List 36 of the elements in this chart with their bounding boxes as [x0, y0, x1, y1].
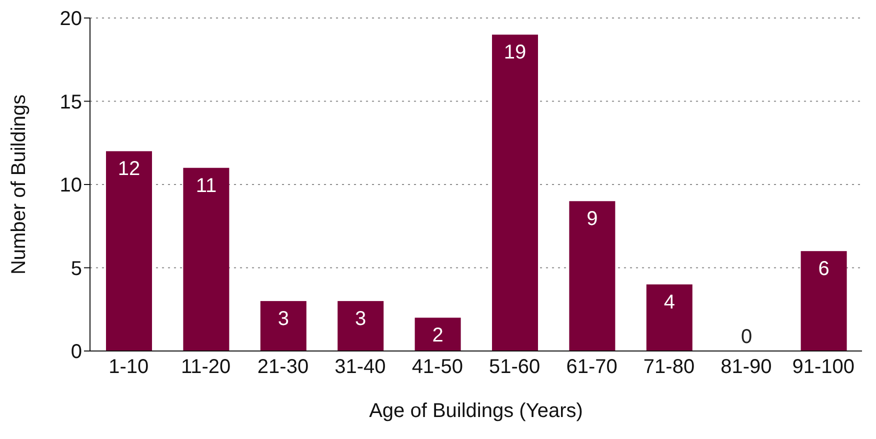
data-label: 12 [118, 158, 140, 180]
bar [338, 301, 384, 351]
bar [800, 251, 847, 351]
x-tick-label: 41-50 [412, 356, 463, 378]
bar [183, 168, 230, 351]
bar [414, 318, 461, 351]
data-label: 3 [355, 308, 366, 330]
data-label: 9 [586, 208, 598, 230]
x-tick-label: 21-30 [257, 356, 309, 378]
y-tick-label: 10 [60, 174, 82, 197]
data-label: 2 [432, 324, 444, 347]
data-label: 4 [664, 291, 675, 314]
data-label: 6 [818, 258, 830, 280]
x-tick-label: 81-90 [720, 356, 772, 378]
bar [492, 34, 538, 351]
data-label: 3 [278, 308, 289, 330]
bar [569, 201, 616, 351]
x-tick-label: 31-40 [334, 356, 386, 378]
y-tick-label: 5 [70, 258, 82, 280]
y-tick-label: 20 [60, 8, 82, 30]
data-label: 19 [504, 42, 526, 64]
x-tick-label: 51-60 [489, 356, 540, 378]
x-tick-label: 1-10 [108, 356, 149, 378]
data-label: 11 [196, 174, 217, 197]
x-tick-label: 71-80 [643, 356, 695, 378]
x-tick-label: 61-70 [566, 356, 618, 378]
y-tick-label: 0 [70, 341, 82, 364]
bar [646, 284, 692, 351]
x-axis-title: Age of Buildings (Years) [369, 400, 583, 422]
bar [260, 301, 306, 351]
y-axis-title: Number of Buildings [8, 94, 30, 275]
x-tick-label: 11-20 [180, 356, 231, 378]
bar [106, 151, 152, 351]
x-tick-label: 91-100 [792, 356, 855, 378]
data-label: 0 [741, 326, 752, 348]
y-tick-label: 15 [60, 91, 82, 114]
